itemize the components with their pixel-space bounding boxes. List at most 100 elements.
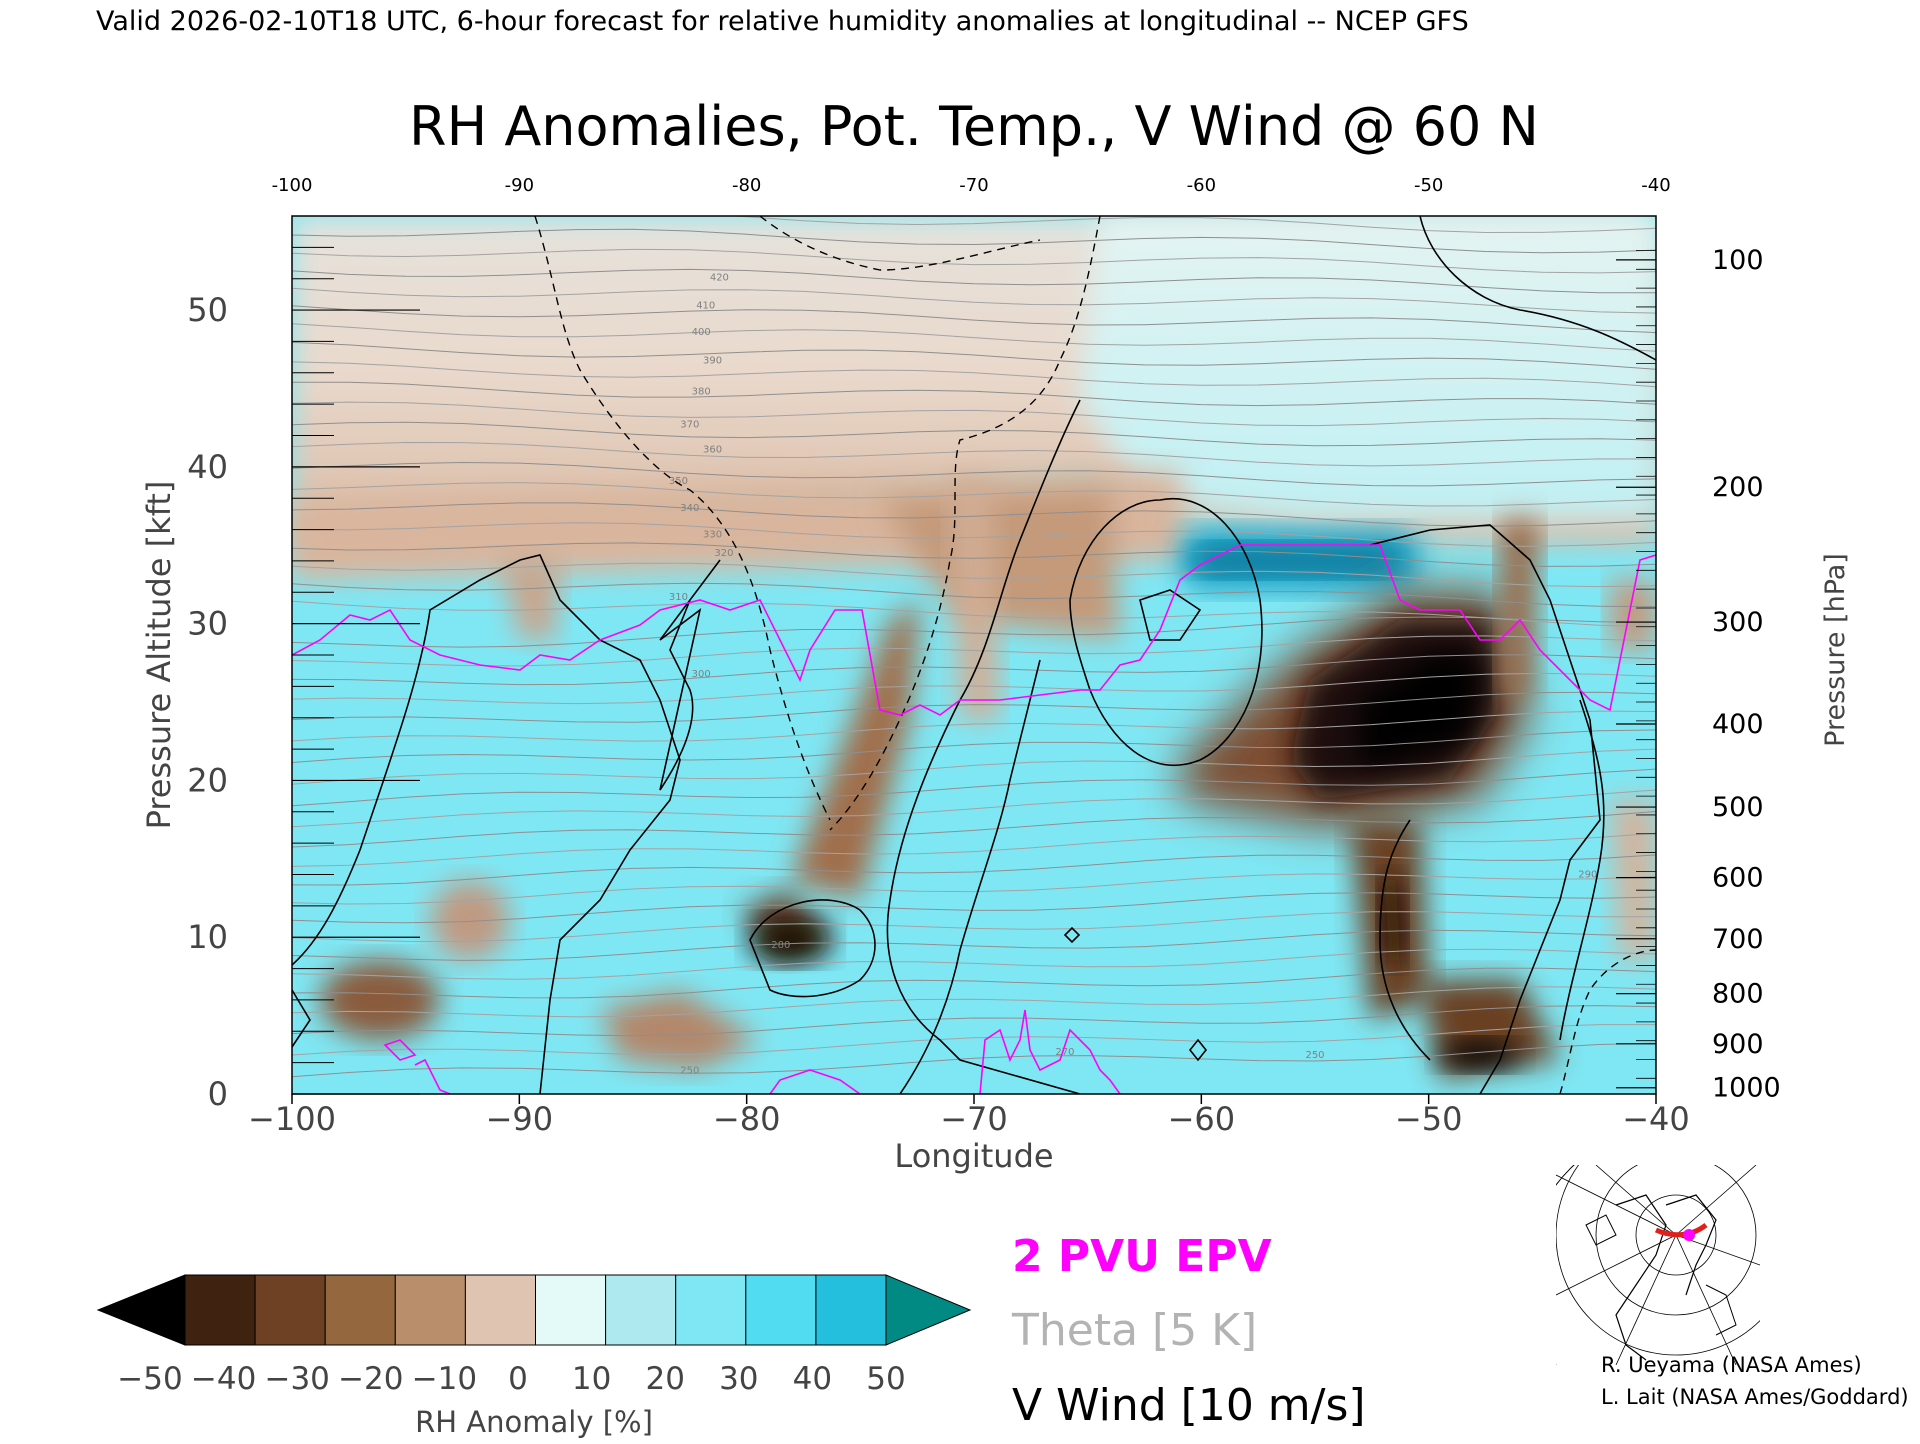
credit-line-1: R. Ueyama (NASA Ames)	[1601, 1353, 1862, 1377]
theta-contour-label: 280	[771, 940, 790, 951]
vwind-closed-contour-small	[1139, 589, 1202, 641]
theta-contour-line	[292, 287, 1656, 314]
theta-contour-line	[292, 421, 1656, 447]
locator-dot	[1683, 1229, 1695, 1241]
vwind-zero-contour-center	[886, 399, 1081, 1094]
colorbar-label: RH Anomaly [%]	[415, 1405, 653, 1439]
theta-contour-label: 290	[1578, 870, 1597, 881]
theta-contour-label: 320	[714, 548, 733, 559]
colorbar-tick-label: 20	[645, 1361, 684, 1397]
theta-contour-line	[292, 1042, 1656, 1078]
y-axis-kft: 0 10 20 30 40 50	[187, 246, 420, 1113]
locator-map	[1556, 1165, 1760, 1365]
pressure-tick-label: 700	[1712, 924, 1764, 955]
x-tick-label: −70	[940, 1100, 1008, 1138]
theta-contours: 250 250 270 280 290 300 310 320 330 340 350 360 370 3…	[292, 216, 1656, 1078]
vwind-east-lower	[1559, 699, 1605, 1041]
x-tick-label: −100	[248, 1100, 336, 1138]
x-tick-label: −50	[1395, 1100, 1463, 1138]
y-tick-label: 0	[208, 1075, 228, 1113]
theta-contour-line	[292, 710, 1656, 742]
colorbar-cell	[324, 1274, 396, 1346]
theta-contour-label: 300	[692, 669, 711, 680]
top-tick-label: -80	[732, 175, 761, 196]
top-tick-label: -100	[272, 175, 313, 196]
colorbar-tick-label: 10	[572, 1361, 611, 1397]
colorbar: −50 −40 −30 −20 −10 0 10 20 30 40 50 RH Anomaly [%…	[96, 1274, 972, 1439]
colorbar-tick-label: 50	[866, 1361, 905, 1397]
theta-contour-line	[292, 748, 1656, 785]
legend-epv: 2 PVU EPV	[1012, 1231, 1272, 1282]
pressure-tick-label: 200	[1712, 472, 1764, 503]
pressure-tick-label: 600	[1712, 863, 1764, 894]
pressure-tick-label: 800	[1712, 979, 1764, 1010]
colorbar-tick-labels: −50 −40 −30 −20 −10 0 10 20 30 40 50	[117, 1361, 905, 1397]
x-tick-label: −90	[486, 1100, 554, 1138]
theta-contour-line	[292, 401, 1656, 427]
legend-vwind: V Wind [10 m/s]	[1012, 1380, 1366, 1431]
theta-contour-line	[292, 832, 1656, 867]
y-tick-label: 50	[187, 291, 228, 329]
top-tick-label: -70	[959, 175, 988, 196]
epv-2pvu-tropopause	[292, 544, 1656, 716]
theta-contour-label: 390	[703, 355, 722, 366]
y-tick-label: 10	[187, 918, 228, 956]
vwind-zero-contour-west	[292, 554, 681, 1094]
theta-contour-line	[292, 789, 1656, 828]
theta-contour-line	[292, 986, 1656, 1018]
theta-contour-line	[292, 248, 1656, 274]
theta-contour-line	[292, 582, 1656, 608]
theta-contour-label: 270	[1055, 1047, 1074, 1058]
y-axis-pressure: 100 200 300 400 500 600 700 800 900 1000	[1616, 245, 1781, 1104]
theta-contour-line	[292, 522, 1656, 547]
theta-contour-line	[292, 341, 1656, 370]
theta-contour-label: 380	[692, 387, 711, 398]
theta-contour-line	[292, 562, 1656, 588]
colorbar-over-triangle	[885, 1274, 972, 1346]
colorbar-tick-label: −10	[412, 1361, 477, 1397]
theta-contour-line	[292, 768, 1656, 807]
colorbar-under-triangle	[96, 1274, 186, 1346]
colorbar-cell	[254, 1274, 326, 1346]
pressure-tick-label: 1000	[1712, 1073, 1781, 1104]
top-tick-label: -90	[505, 175, 534, 196]
theta-contour-line	[292, 228, 1656, 254]
top-tick-label: -40	[1641, 175, 1670, 196]
y-axis-label-left: Pressure Altitude [kft]	[140, 481, 178, 830]
theta-contour-label: 360	[703, 445, 722, 456]
colorbar-tick-label: −30	[264, 1361, 329, 1397]
theta-contour-label: 250	[680, 1066, 699, 1077]
theta-contour-line	[292, 461, 1656, 487]
theta-contour-line	[292, 1005, 1656, 1037]
colorbar-cell	[815, 1274, 887, 1346]
vwind-zero-contour-mid	[659, 559, 721, 791]
legend-theta: Theta [5 K]	[1011, 1305, 1257, 1356]
theta-contour-label: 340	[680, 503, 699, 514]
theta-contour-line	[292, 654, 1656, 686]
colorbar-tick-label: 30	[719, 1361, 758, 1397]
vwind-neg10-contour-sw	[1559, 949, 1656, 1094]
theta-contour-line	[292, 691, 1656, 723]
vwind-neg10-contour-west	[534, 216, 831, 821]
theta-contour-line	[292, 381, 1656, 407]
vwind-zero-contour-east2	[1379, 819, 1431, 1061]
theta-contour-line	[292, 635, 1656, 667]
colorbar-cell	[394, 1274, 466, 1346]
chart-title: RH Anomalies, Pot. Temp., V Wind @ 60 N	[409, 95, 1539, 158]
epv-2pvu-surface-4	[979, 1009, 1121, 1094]
y-tick-label: 30	[187, 605, 228, 643]
theta-contour-line	[292, 729, 1656, 763]
pressure-minor-ticks	[1636, 250, 1656, 1079]
vwind-zero-contour-right	[1419, 216, 1656, 361]
top-tick-label: -50	[1414, 175, 1443, 196]
theta-contour-line	[292, 542, 1656, 567]
vwind-lower-marker	[1188, 1038, 1208, 1062]
theta-contour-line	[292, 1024, 1656, 1056]
theta-contour-line	[292, 441, 1656, 467]
vwind-zero-contour-east	[1369, 524, 1601, 1094]
colorbar-cell	[605, 1274, 677, 1346]
theta-contour-label: 310	[669, 592, 688, 603]
x-tick-label: −60	[1168, 1100, 1236, 1138]
epv-2pvu-surface-3	[769, 1069, 861, 1094]
